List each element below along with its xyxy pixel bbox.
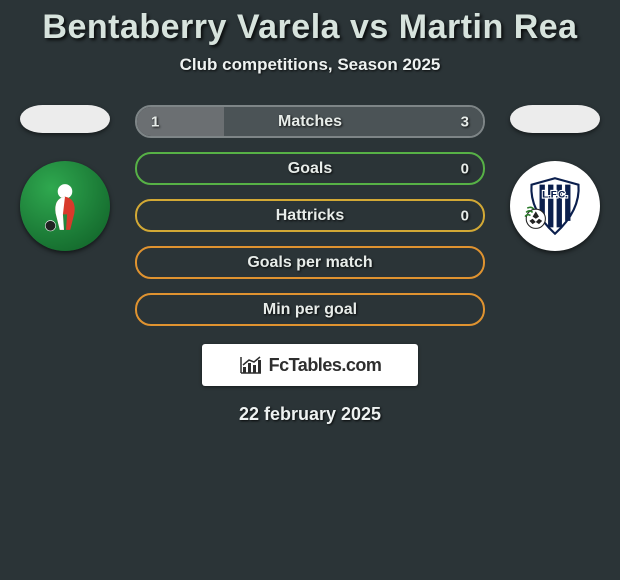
stat-label: Goals <box>288 160 332 178</box>
stat-label: Matches <box>278 113 342 131</box>
stat-label: Goals per match <box>247 254 372 272</box>
stat-row: Hattricks 0 <box>135 199 485 232</box>
club-badge-left <box>20 161 110 251</box>
stats-list: 1 Matches 3 Goals 0 Hattricks 0 Goals per match… <box>135 105 485 326</box>
club-badge-right: L.F.C. L.F.C. <box>510 161 600 251</box>
player-left-column <box>15 105 115 251</box>
stat-row: Goals 0 <box>135 152 485 185</box>
content-row: 1 Matches 3 Goals 0 Hattricks 0 Goals per match… <box>0 105 620 326</box>
player-silhouette-icon <box>39 180 91 232</box>
subtitle: Club competitions, Season 2025 <box>0 55 620 75</box>
player-right-column: L.F.C. L.F.C. <box>505 105 605 251</box>
stat-fill-right <box>224 107 484 136</box>
country-flag-right <box>510 105 600 133</box>
country-flag-left <box>20 105 110 133</box>
brand-chart-icon <box>239 355 263 375</box>
comparison-container: Bentaberry Varela vs Martin Rea Club com… <box>0 0 620 425</box>
brand-text: FcTables.com <box>269 355 382 376</box>
stat-row: 1 Matches 3 <box>135 105 485 138</box>
stat-value-right: 3 <box>461 113 469 130</box>
stat-label: Min per goal <box>263 301 357 319</box>
stat-row: Min per goal <box>135 293 485 326</box>
date-text: 22 february 2025 <box>0 404 620 425</box>
stat-label: Hattricks <box>276 207 344 225</box>
stat-value-left: 1 <box>151 113 159 130</box>
stat-fill-left <box>137 107 224 136</box>
page-title: Bentaberry Varela vs Martin Rea <box>0 8 620 47</box>
svg-text:L.F.C.: L.F.C. <box>542 189 568 200</box>
brand-badge[interactable]: FcTables.com <box>202 344 418 386</box>
stat-value-right: 0 <box>461 207 469 224</box>
shield-icon: L.F.C. L.F.C. <box>523 174 587 238</box>
stat-row: Goals per match <box>135 246 485 279</box>
stat-value-right: 0 <box>461 160 469 177</box>
